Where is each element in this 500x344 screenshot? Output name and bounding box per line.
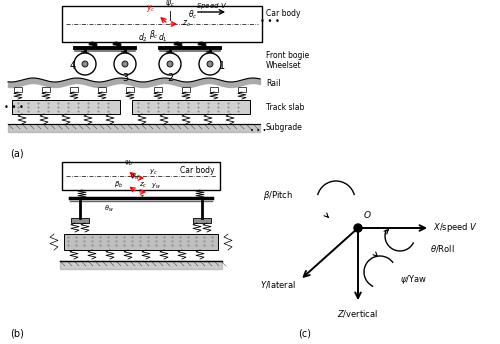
Text: 1: 1 <box>219 61 225 71</box>
Bar <box>64 234 218 250</box>
Circle shape <box>74 53 96 75</box>
Circle shape <box>167 61 173 67</box>
Text: $\theta_c$: $\theta_c$ <box>188 9 198 21</box>
Text: $\theta$/Roll: $\theta$/Roll <box>430 243 454 254</box>
Circle shape <box>354 224 362 232</box>
Text: $\psi_w$: $\psi_w$ <box>130 173 140 182</box>
Text: $d_1$: $d_1$ <box>158 32 168 44</box>
Text: $X$/speed $V$: $X$/speed $V$ <box>433 222 478 235</box>
Bar <box>132 100 250 114</box>
Text: $d_2$: $d_2$ <box>138 32 148 44</box>
Text: (c): (c) <box>298 328 311 338</box>
Text: $\beta_c$: $\beta_c$ <box>149 28 159 41</box>
Bar <box>193 218 211 223</box>
Circle shape <box>122 61 128 67</box>
Bar <box>12 100 120 114</box>
Bar <box>42 87 50 92</box>
Bar <box>126 87 134 92</box>
Text: $z_c$: $z_c$ <box>182 19 191 29</box>
Text: $O$: $O$ <box>363 209 372 220</box>
Circle shape <box>199 53 221 75</box>
Bar <box>70 87 78 92</box>
Text: 3: 3 <box>122 73 128 83</box>
Text: • • •: • • • <box>250 128 266 134</box>
Text: 2: 2 <box>167 73 173 83</box>
Circle shape <box>207 61 213 67</box>
Bar <box>154 87 162 92</box>
Bar <box>238 87 246 92</box>
Text: (b): (b) <box>10 328 24 338</box>
Bar <box>62 6 262 42</box>
Text: Car body: Car body <box>266 10 300 19</box>
Text: $\theta_w$: $\theta_w$ <box>104 204 114 214</box>
Text: $Z$/vertical: $Z$/vertical <box>338 308 378 319</box>
Text: Speed $V$: Speed $V$ <box>196 1 228 11</box>
Text: $\psi_c$: $\psi_c$ <box>165 0 175 9</box>
Text: $Y$/lateral: $Y$/lateral <box>260 279 296 290</box>
Circle shape <box>114 53 136 75</box>
Bar <box>62 162 220 190</box>
Circle shape <box>82 61 88 67</box>
Circle shape <box>159 53 181 75</box>
Text: $y_w$: $y_w$ <box>151 182 161 191</box>
Bar <box>71 218 89 223</box>
Text: $y_c$: $y_c$ <box>149 168 158 177</box>
Text: • • •: • • • <box>260 18 280 26</box>
Bar <box>98 87 106 92</box>
Text: $\beta_b$: $\beta_b$ <box>114 180 124 190</box>
Text: (a): (a) <box>10 148 24 158</box>
Text: $z_w$: $z_w$ <box>139 194 148 203</box>
Text: Wheelset: Wheelset <box>266 61 302 69</box>
Text: $\beta$/Pitch: $\beta$/Pitch <box>263 190 293 203</box>
Text: • • •: • • • <box>4 103 24 111</box>
Text: $z_c$: $z_c$ <box>139 181 147 190</box>
Text: $y_c$: $y_c$ <box>146 3 156 14</box>
Text: Track slab: Track slab <box>266 103 304 111</box>
Text: $\psi$/Yaw: $\psi$/Yaw <box>400 273 427 287</box>
Text: Car body: Car body <box>180 166 215 175</box>
Text: Subgrade: Subgrade <box>266 123 303 132</box>
Bar <box>210 87 218 92</box>
Text: $\psi_b$: $\psi_b$ <box>124 159 134 168</box>
Bar <box>182 87 190 92</box>
Text: Rail: Rail <box>266 78 280 87</box>
Bar <box>14 87 22 92</box>
Text: 4: 4 <box>70 61 76 71</box>
Text: Front bogie: Front bogie <box>266 51 309 60</box>
